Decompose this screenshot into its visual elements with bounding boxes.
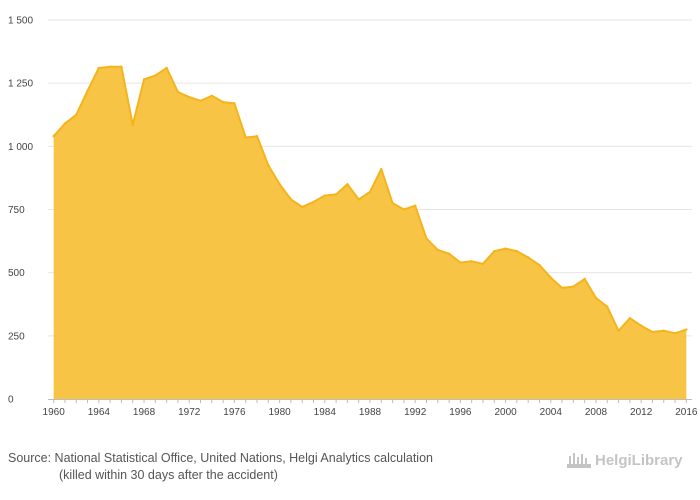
data-point xyxy=(210,94,214,98)
y-tick-label: 250 xyxy=(8,331,25,342)
data-point xyxy=(289,198,293,201)
data-point xyxy=(380,167,383,171)
y-tick-label: 0 xyxy=(8,395,14,406)
data-point xyxy=(188,95,191,99)
data-point xyxy=(52,135,55,138)
data-point xyxy=(63,122,67,125)
data-point xyxy=(447,252,451,255)
helgi-library-logo: HelgiLibrary xyxy=(566,450,683,470)
data-point xyxy=(549,276,552,279)
area-fill xyxy=(53,66,687,399)
data-point xyxy=(402,208,406,211)
y-tick-label: 1 000 xyxy=(8,142,33,153)
data-point xyxy=(97,66,101,70)
x-tick-label: 1984 xyxy=(314,407,337,418)
x-tick-label: 2004 xyxy=(540,407,563,418)
data-point xyxy=(233,102,236,105)
x-tick-label: 2008 xyxy=(585,407,608,418)
data-point xyxy=(526,256,530,259)
data-point xyxy=(357,198,360,201)
data-point xyxy=(425,237,428,240)
data-point xyxy=(154,74,157,77)
data-point xyxy=(628,316,632,320)
data-point xyxy=(493,249,496,253)
x-tick-label: 1988 xyxy=(359,407,382,418)
y-tick-label: 500 xyxy=(8,268,25,279)
x-tick-label: 1980 xyxy=(268,407,291,418)
data-point xyxy=(673,332,677,335)
data-point xyxy=(594,296,598,300)
x-tick-label: 1972 xyxy=(178,407,201,418)
x-tick-label: 2000 xyxy=(494,407,517,418)
data-point xyxy=(572,285,575,288)
data-point xyxy=(278,183,281,186)
library-icon xyxy=(567,453,591,468)
data-point xyxy=(75,113,78,116)
data-point xyxy=(413,204,417,207)
data-point xyxy=(334,193,338,196)
data-point xyxy=(481,262,485,266)
data-point xyxy=(436,248,439,252)
x-axis: 1960 1964 1968 1972 1976 1980 1984 1988 1992 1996… xyxy=(43,399,698,418)
data-point xyxy=(199,99,202,103)
data-point xyxy=(538,263,541,267)
data-point xyxy=(368,190,372,194)
data-point xyxy=(606,305,609,308)
data-point xyxy=(221,100,225,104)
y-tick-label: 750 xyxy=(8,205,25,216)
data-point xyxy=(651,330,654,334)
x-tick-label: 2016 xyxy=(675,407,698,418)
data-point xyxy=(617,329,620,332)
x-tick-label: 1976 xyxy=(223,407,246,418)
x-tick-label: 1992 xyxy=(404,407,427,418)
x-tick-label: 1996 xyxy=(449,407,472,418)
data-point xyxy=(459,261,462,264)
data-point xyxy=(560,286,564,290)
data-point xyxy=(301,205,304,209)
source-line-1: Source: National Statistical Office, Uni… xyxy=(8,451,433,465)
data-point xyxy=(142,78,146,81)
data-point xyxy=(504,247,507,250)
x-tick-label: 1960 xyxy=(43,407,66,418)
data-point xyxy=(120,65,123,68)
data-point xyxy=(583,277,586,281)
x-tick-label: 1968 xyxy=(133,407,156,418)
area-series xyxy=(52,65,688,399)
logo-text: HelgiLibrary xyxy=(595,451,683,469)
x-tick-label: 1964 xyxy=(88,407,111,418)
data-point xyxy=(255,135,259,138)
data-point xyxy=(323,194,327,197)
x-tick-label: 2012 xyxy=(630,407,653,418)
data-point xyxy=(165,66,168,70)
data-point xyxy=(267,164,270,167)
y-axis: 0 250 500 750 1 000 1 250 1 500 xyxy=(8,16,33,406)
data-point xyxy=(131,123,134,127)
source-line-2: (killed within 30 days after the acciden… xyxy=(59,468,278,482)
data-point xyxy=(662,329,665,332)
data-point xyxy=(312,200,315,204)
source-note: Source: National Statistical Office, Uni… xyxy=(8,450,433,484)
data-point xyxy=(685,328,688,331)
data-point xyxy=(86,89,89,92)
data-point xyxy=(346,183,349,186)
y-tick-label: 1 250 xyxy=(8,79,33,90)
data-point xyxy=(108,65,112,68)
data-point xyxy=(470,260,473,263)
data-point xyxy=(244,136,247,139)
y-tick-label: 1 500 xyxy=(8,16,33,27)
data-point xyxy=(639,324,643,327)
data-point xyxy=(391,201,394,205)
data-point xyxy=(176,90,180,94)
data-point xyxy=(515,249,519,253)
